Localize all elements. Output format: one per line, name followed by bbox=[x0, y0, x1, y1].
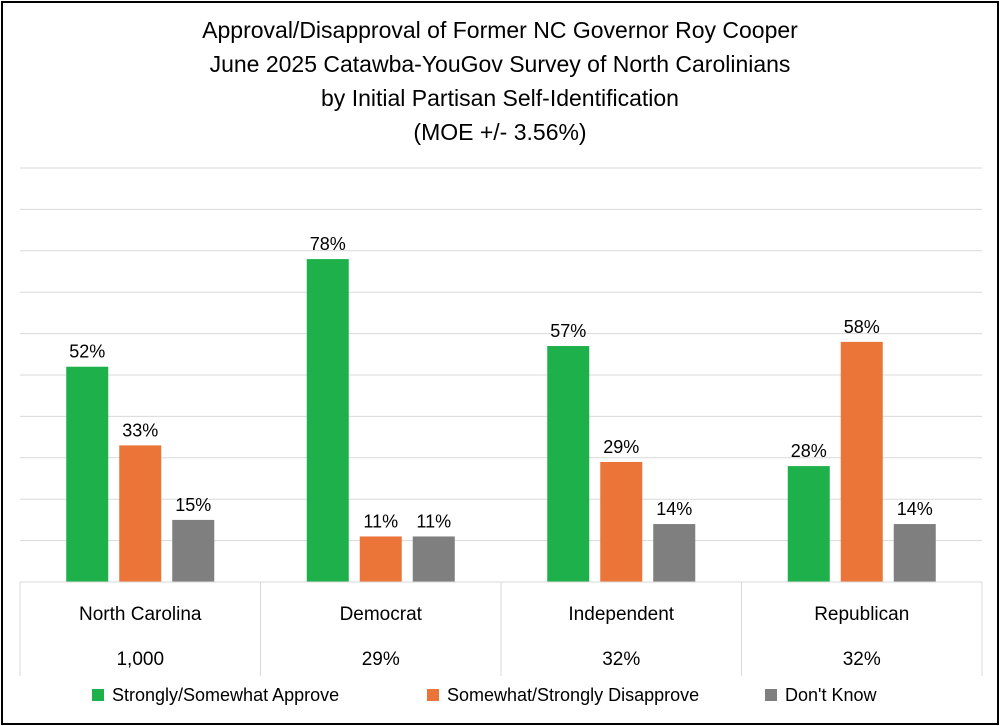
bar bbox=[359, 536, 402, 582]
data-label: 14% bbox=[897, 499, 933, 519]
legend-swatch bbox=[427, 689, 439, 701]
category-label: Democrat bbox=[340, 604, 423, 625]
data-labels: 52% 33% 15% 78% 11% 11% 57% 29% 14% 28% 58% 14% bbox=[69, 234, 933, 531]
legend-swatch bbox=[92, 689, 104, 701]
bar bbox=[840, 341, 883, 582]
category-table: North Carolina 1,000 Democrat 29% Independen… bbox=[19, 581, 983, 676]
data-label: 15% bbox=[175, 495, 211, 515]
legend-label: Don't Know bbox=[785, 685, 877, 705]
category-label: North Carolina bbox=[79, 604, 202, 625]
bar bbox=[787, 466, 830, 582]
legend: Strongly/Somewhat Approve Somewhat/Strong… bbox=[92, 685, 877, 705]
data-label: 11% bbox=[363, 511, 398, 531]
bars bbox=[66, 259, 936, 582]
category-label: Republican bbox=[814, 604, 909, 625]
data-label: 57% bbox=[550, 321, 586, 341]
data-label: 33% bbox=[122, 420, 158, 440]
bar bbox=[306, 259, 349, 582]
bar bbox=[412, 536, 455, 582]
data-label: 29% bbox=[603, 437, 639, 457]
data-label: 11% bbox=[416, 511, 451, 531]
category-subtitle: 32% bbox=[843, 649, 881, 670]
title-line-2: June 2025 Catawba-YouGov Survey of North… bbox=[210, 51, 791, 77]
data-label: 58% bbox=[844, 317, 880, 337]
data-label: 14% bbox=[656, 499, 692, 519]
bar bbox=[119, 445, 162, 582]
bar bbox=[547, 346, 590, 582]
bar bbox=[653, 524, 696, 582]
legend-label: Strongly/Somewhat Approve bbox=[112, 685, 339, 705]
category-label: Independent bbox=[568, 604, 674, 625]
bar bbox=[600, 461, 643, 582]
title-line-1: Approval/Disapproval of Former NC Govern… bbox=[202, 17, 798, 43]
title-line-3: by Initial Partisan Self-Identification bbox=[321, 85, 679, 111]
chart-title: Approval/Disapproval of Former NC Govern… bbox=[202, 17, 798, 145]
category-subtitle: 29% bbox=[362, 649, 400, 670]
category-subtitle: 32% bbox=[602, 649, 640, 670]
data-label: 78% bbox=[310, 234, 346, 254]
bar bbox=[66, 366, 109, 582]
title-line-4: (MOE +/- 3.56%) bbox=[413, 119, 586, 145]
bar bbox=[893, 524, 936, 582]
data-label: 28% bbox=[791, 441, 827, 461]
data-label: 52% bbox=[69, 342, 105, 362]
category-subtitle: 1,000 bbox=[116, 649, 164, 670]
gridlines bbox=[20, 167, 982, 542]
bar bbox=[172, 519, 215, 582]
legend-swatch bbox=[765, 689, 777, 701]
legend-label: Somewhat/Strongly Disapprove bbox=[447, 685, 699, 705]
